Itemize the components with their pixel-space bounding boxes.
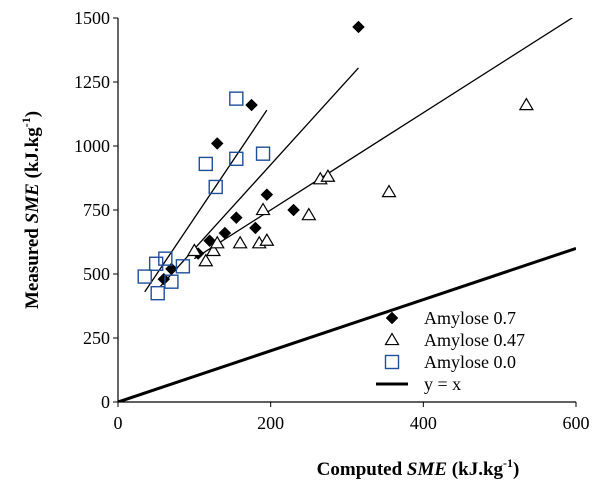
data-point-square	[255, 146, 271, 161]
data-point-triangle	[381, 184, 397, 198]
y-tick-label: 750	[83, 200, 110, 220]
data-point-diamond	[157, 272, 171, 286]
data-point-square	[137, 269, 152, 284]
y-tick-label: 250	[83, 328, 110, 348]
data-point-diamond	[352, 20, 365, 34]
data-point-square	[175, 259, 191, 274]
data-point-square	[158, 251, 173, 266]
x-tick-label: 0	[114, 413, 123, 433]
data-point-square	[150, 286, 165, 301]
data-point-triangle	[320, 169, 336, 182]
legend-marker	[384, 332, 400, 346]
data-point-diamond	[249, 221, 262, 235]
data-point-diamond	[229, 211, 243, 225]
data-point-square	[208, 179, 223, 195]
legend-label: Amylose 0.7	[424, 308, 516, 328]
legend-marker	[384, 354, 400, 370]
identity-line	[118, 246, 576, 402]
data-point-diamond	[245, 98, 258, 112]
x-tick-label: 400	[410, 413, 437, 433]
data-point-diamond	[260, 188, 274, 201]
axes	[113, 17, 577, 407]
data-point-triangle	[255, 202, 271, 216]
data-point-triangle	[186, 243, 202, 257]
data-point-triangle	[259, 233, 275, 246]
data-point-square	[164, 274, 179, 289]
y-tick-label: 1000	[74, 136, 110, 156]
data-point-triangle	[205, 243, 221, 257]
data-point-square	[148, 256, 164, 271]
y-tick-label: 500	[83, 264, 110, 284]
data-point-triangle	[209, 235, 225, 249]
data-point-triangle	[232, 235, 248, 249]
x-axis-title: Computed SME (kJ.kg-1)	[317, 456, 520, 480]
data-point-diamond	[218, 226, 232, 240]
legend-marker	[385, 311, 399, 325]
y-tick-label: 0	[101, 392, 110, 412]
data-point-square	[198, 156, 213, 172]
y-tick-label: 1250	[74, 72, 110, 92]
data-point-square	[229, 91, 244, 106]
tick-labels: 0 200 400 600 0 250 500 750 1000 1250 1500	[74, 8, 590, 433]
data-point-diamond	[210, 137, 224, 150]
data-point-triangle	[518, 97, 534, 111]
y-axis-title: Measured SME (kJ.kg-1)	[19, 111, 43, 309]
data-point-triangle	[198, 253, 214, 267]
plot-points	[137, 20, 534, 301]
data-point-triangle	[301, 207, 317, 221]
legend-label: Amylose 0.0	[424, 352, 516, 372]
x-tick-label: 200	[257, 413, 284, 433]
legend-label: y = x	[424, 374, 461, 394]
y-tick-label: 1500	[74, 8, 110, 28]
legend-label: Amylose 0.47	[424, 330, 525, 350]
fit-line	[144, 109, 268, 293]
data-point-square	[229, 151, 244, 167]
fit-line	[193, 18, 574, 260]
data-point-diamond	[287, 203, 300, 217]
x-tick-label: 600	[563, 413, 590, 433]
